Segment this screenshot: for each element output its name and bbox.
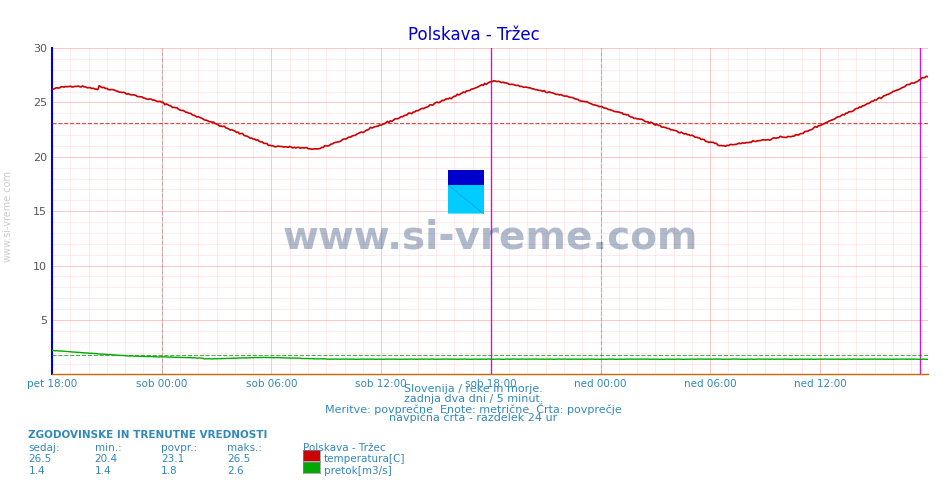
Text: www.si-vreme.com: www.si-vreme.com (282, 218, 698, 256)
Text: 1.4: 1.4 (28, 466, 45, 476)
Polygon shape (448, 170, 484, 214)
Text: navpična črta - razdelek 24 ur: navpična črta - razdelek 24 ur (389, 413, 558, 423)
Polygon shape (448, 185, 484, 214)
Text: Polskava - Tržec: Polskava - Tržec (303, 443, 385, 453)
Text: www.si-vreme.com: www.si-vreme.com (3, 170, 12, 262)
Text: zadnja dva dni / 5 minut.: zadnja dva dni / 5 minut. (403, 394, 544, 404)
Text: 2.6: 2.6 (227, 466, 244, 476)
Text: 1.8: 1.8 (161, 466, 178, 476)
Text: ZGODOVINSKE IN TRENUTNE VREDNOSTI: ZGODOVINSKE IN TRENUTNE VREDNOSTI (28, 430, 268, 440)
Text: povpr.:: povpr.: (161, 443, 197, 453)
Text: Slovenija / reke in morje.: Slovenija / reke in morje. (404, 384, 543, 394)
Text: 1.4: 1.4 (95, 466, 112, 476)
Text: 26.5: 26.5 (28, 454, 52, 464)
Text: maks.:: maks.: (227, 443, 262, 453)
Text: 20.4: 20.4 (95, 454, 117, 464)
Text: 26.5: 26.5 (227, 454, 251, 464)
Text: min.:: min.: (95, 443, 121, 453)
Text: 23.1: 23.1 (161, 454, 185, 464)
Text: sedaj:: sedaj: (28, 443, 60, 453)
Polygon shape (448, 185, 484, 214)
Text: temperatura[C]: temperatura[C] (324, 454, 405, 464)
Text: pretok[m3/s]: pretok[m3/s] (324, 466, 392, 476)
Text: Meritve: povprečne  Enote: metrične  Črta: povprečje: Meritve: povprečne Enote: metrične Črta:… (325, 403, 622, 415)
Text: Polskava - Tržec: Polskava - Tržec (407, 26, 540, 45)
